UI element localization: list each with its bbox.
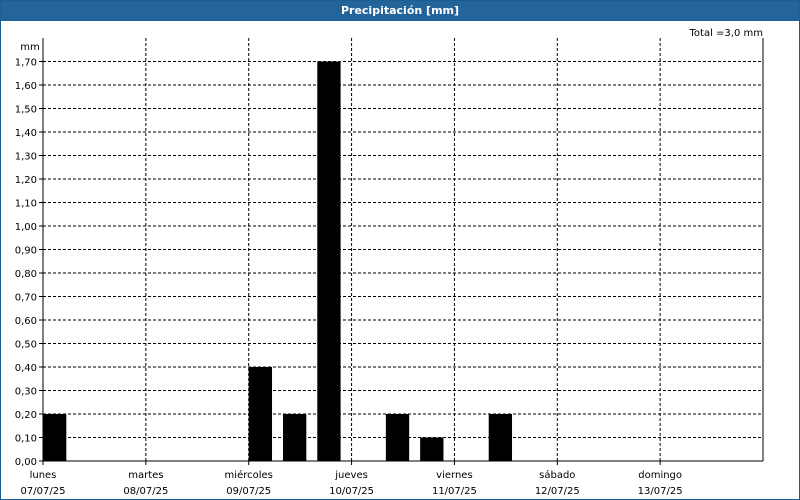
x-tick-day: viernes [436,470,472,481]
y-tick-label: 1,70 [15,58,37,69]
total-label: Total =3,0 mm [689,28,763,39]
x-tick-day: domingo [638,470,682,481]
x-tick-date: 07/07/25 [21,486,66,497]
bar [283,414,307,461]
x-tick-day: lunes [30,470,57,481]
x-tick-day: miércoles [225,469,273,481]
y-tick-label: 1,00 [15,222,37,233]
y-tick-label: 1,50 [15,105,37,116]
y-tick-label: 0,60 [15,316,37,327]
y-axis-label: mm [20,42,39,53]
x-tick-date: 09/07/25 [226,486,271,497]
y-tick-label: 1,40 [15,128,37,139]
y-tick-label: 1,10 [15,199,37,210]
y-tick-label: 1,60 [15,81,37,92]
bar [420,437,444,461]
x-tick-date: 13/07/25 [638,486,683,497]
y-tick-label: 0,30 [15,387,37,398]
y-tick-label: 0,10 [15,434,37,445]
x-tick-day: sábado [539,469,575,481]
y-tick-label: 0,70 [15,293,37,304]
bar [43,414,67,461]
x-tick-date: 10/07/25 [329,486,374,497]
y-tick-label: 0,00 [15,457,37,468]
x-tick-day: jueves [334,470,368,481]
bar [248,367,273,461]
y-tick-label: 0,80 [15,269,37,280]
bar [488,414,513,461]
x-tick-date: 11/07/25 [432,486,477,497]
bar [385,414,410,461]
x-ticks: lunes 07/07/25 martes 08/07/25 miércoles 09/0… [21,461,683,497]
y-tick-label: 1,30 [15,152,37,163]
y-tick-label: 0,40 [15,363,37,374]
y-tick-label: 0,20 [15,410,37,421]
bars [43,61,513,461]
bar [317,61,341,461]
y-tick-label: 0,90 [15,246,37,257]
chart-title: Precipitación [mm] [1,1,799,21]
grid [43,38,763,461]
x-tick-date: 12/07/25 [535,486,580,497]
y-tick-label: 0,50 [15,340,37,351]
y-ticks: 0,00 0,10 0,20 0,30 0,40 0,50 0,60 0,70 0,80 0,90… [15,58,43,468]
x-tick-day: martes [128,470,163,481]
y-tick-label: 1,20 [15,175,37,186]
x-tick-date: 08/07/25 [123,486,168,497]
